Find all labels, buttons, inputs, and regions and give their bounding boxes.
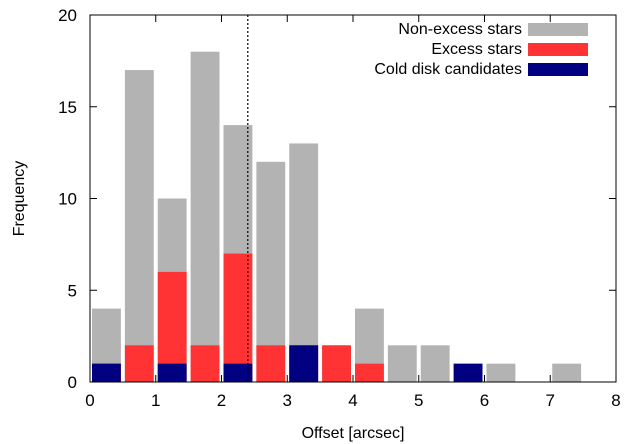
bar-series1-bin7	[322, 345, 351, 382]
y-tick-label: 0	[68, 373, 77, 392]
legend: Non-excess stars Excess stars Cold disk ca…	[374, 21, 588, 78]
bar-series0-bin6	[289, 143, 319, 382]
x-tick-label: 2	[217, 391, 226, 410]
x-tick-label: 4	[348, 391, 357, 410]
bar-series0-bin1	[124, 70, 154, 383]
y-tick-label: 5	[68, 281, 77, 300]
y-tick-label: 10	[58, 190, 77, 209]
legend-swatch	[528, 43, 588, 56]
x-axis-label: Offset [arcsec]	[302, 425, 405, 442]
legend-swatch	[528, 23, 588, 36]
legend-label: Cold disk candidates	[374, 61, 522, 78]
bar-series2-bin2	[157, 363, 187, 382]
x-tick-label: 8	[611, 391, 620, 410]
bars-layer	[92, 51, 582, 383]
bar-series0-bin9	[387, 345, 417, 382]
bar-series1-bin3	[190, 345, 220, 382]
bar-series2-bin4	[223, 363, 253, 382]
x-tick-label: 7	[546, 391, 555, 410]
legend-swatch	[528, 63, 588, 76]
bar-series0-bin10	[420, 345, 450, 382]
bar-series0-bin12	[486, 363, 516, 382]
legend-label: Excess stars	[431, 41, 522, 58]
y-tick-label: 20	[58, 6, 77, 25]
ticks-layer: 0 1 2 3 4 5 6 7 8 0 5 10 15 20	[58, 6, 621, 410]
y-tick-label: 15	[58, 98, 77, 117]
x-tick-label: 0	[85, 391, 94, 410]
bar-series2-bin6	[289, 345, 319, 382]
x-tick-label: 6	[480, 391, 489, 410]
bar-series1-bin5	[256, 345, 286, 382]
bar-series0-bin14	[552, 363, 582, 382]
bar-series2-bin0	[92, 363, 121, 382]
x-tick-label: 5	[414, 391, 423, 410]
bar-series1-bin8	[355, 363, 384, 382]
bar-series0-bin3	[190, 51, 220, 382]
x-tick-label: 3	[283, 391, 292, 410]
y-axis-label: Frequency	[11, 161, 28, 237]
bar-series1-bin1	[124, 345, 154, 382]
legend-label: Non-excess stars	[398, 21, 522, 38]
x-tick-label: 1	[151, 391, 160, 410]
bar-series2-bin11	[453, 363, 483, 382]
